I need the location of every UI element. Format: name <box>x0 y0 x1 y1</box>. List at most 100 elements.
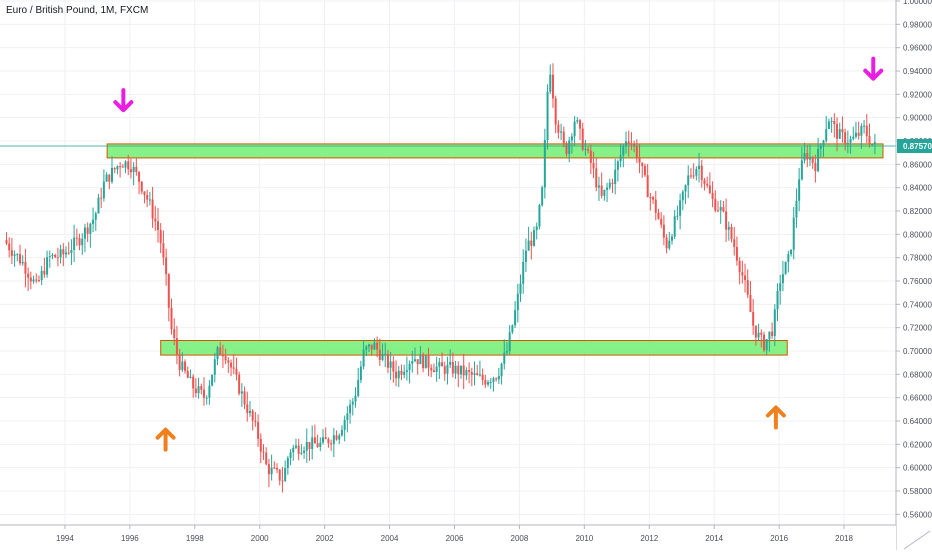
candle-body <box>752 311 755 326</box>
candle-body <box>278 469 281 481</box>
corner-decoration <box>903 530 931 550</box>
y-tick-label: 0.66000 <box>903 394 932 403</box>
candle-body <box>863 125 866 127</box>
candle-body <box>408 363 411 371</box>
candle-body <box>676 215 679 217</box>
candle-body <box>446 364 449 374</box>
candle-body <box>162 243 165 258</box>
candle-body <box>792 217 795 250</box>
candle-body <box>468 370 471 372</box>
y-tick-label: 0.68000 <box>903 370 932 379</box>
arrow-head <box>155 427 176 440</box>
candle-body <box>265 452 268 465</box>
candle-body <box>86 227 89 234</box>
candle-body <box>849 138 852 143</box>
candle-body <box>24 262 27 274</box>
y-tick-label: 0.96000 <box>903 44 932 53</box>
down-arrow-icon <box>863 56 884 81</box>
candle-body <box>608 182 611 188</box>
y-tick-label: 0.58000 <box>903 487 932 496</box>
candle-body <box>795 200 798 218</box>
candle-body <box>324 437 327 440</box>
up-arrow-icon <box>155 427 176 452</box>
candle-body <box>497 376 500 380</box>
candle-body <box>254 420 257 423</box>
x-tick-label: 2000 <box>251 534 269 543</box>
candle-body <box>281 480 284 482</box>
y-tick-label: 0.90000 <box>903 114 932 123</box>
x-tick-label: 1996 <box>121 534 139 543</box>
candle-body <box>294 445 297 448</box>
candle-body <box>827 121 830 130</box>
y-tick-label: 0.56000 <box>903 510 932 519</box>
candle-body <box>235 368 238 375</box>
candle-body <box>413 359 416 362</box>
candle-body <box>35 279 38 281</box>
candle-body <box>173 329 176 339</box>
candle-body <box>514 310 517 326</box>
candle-body <box>741 272 744 276</box>
candle-body <box>695 169 698 176</box>
candle-body <box>614 169 617 184</box>
candle-body <box>462 365 465 376</box>
candle-body <box>313 437 316 444</box>
candle-body <box>395 371 398 379</box>
candle-body <box>871 144 874 146</box>
candle-body <box>481 374 484 381</box>
candle-body <box>465 370 468 376</box>
candle-body <box>616 161 619 170</box>
candle-body <box>562 131 565 144</box>
y-tick-label: 0.62000 <box>903 440 932 449</box>
zone-2 <box>160 340 788 356</box>
y-tick-label: 0.64000 <box>903 417 932 426</box>
x-axis-panel <box>0 525 896 550</box>
candle-body <box>576 120 579 122</box>
candle-body <box>189 376 192 378</box>
candle-body <box>83 227 86 239</box>
candle-body <box>116 166 119 170</box>
candle-body <box>860 126 863 136</box>
candle-body <box>595 168 598 188</box>
y-tick-label: 0.80000 <box>903 230 932 239</box>
candle-body <box>351 401 354 405</box>
candle-body <box>738 260 741 273</box>
candle-body <box>687 175 690 186</box>
x-tick-label: 2016 <box>770 534 788 543</box>
candle-body <box>92 219 95 224</box>
candle-body <box>533 230 536 246</box>
candle-body <box>654 199 657 213</box>
candle-body <box>311 437 314 449</box>
x-tick-label: 2004 <box>381 534 399 543</box>
candle-body <box>635 146 638 158</box>
candle-body <box>703 179 706 184</box>
candle-body <box>427 355 430 368</box>
candle-body <box>75 237 78 239</box>
candle-body <box>289 452 292 458</box>
candle-body <box>170 307 173 330</box>
candle-body <box>557 124 560 133</box>
candle-body <box>251 410 254 421</box>
candle-body <box>549 74 552 92</box>
candle-body <box>790 249 793 255</box>
candle-body <box>135 166 138 172</box>
candle-body <box>530 240 533 246</box>
candle-body <box>622 146 625 156</box>
candle-body <box>798 179 801 201</box>
candle-body <box>56 257 59 259</box>
candle-body <box>403 371 406 375</box>
candle-body <box>221 354 224 357</box>
candle-body <box>238 374 241 394</box>
candle-body <box>603 189 606 196</box>
candle-body <box>430 367 433 371</box>
y-tick-label: 0.60000 <box>903 464 932 473</box>
candle-body <box>781 274 784 284</box>
candle-body <box>100 197 103 199</box>
candle-body <box>619 155 622 162</box>
candle-body <box>27 273 30 278</box>
y-tick-label: 0.70000 <box>903 347 932 356</box>
candle-body <box>121 166 124 168</box>
candle-body <box>113 167 116 170</box>
x-tick-label: 2002 <box>316 534 334 543</box>
candle-body <box>817 148 820 172</box>
